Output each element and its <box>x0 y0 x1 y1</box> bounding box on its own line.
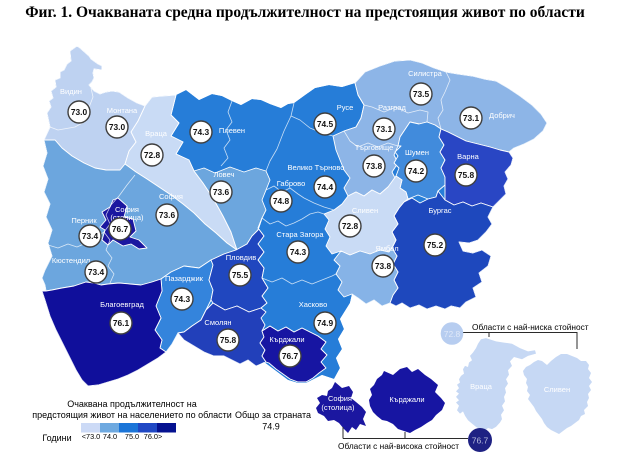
svg-text:73.4: 73.4 <box>82 231 99 241</box>
svg-text:75.5: 75.5 <box>232 270 249 280</box>
svg-text:75.0: 75.0 <box>125 432 139 441</box>
svg-text:<73.0: <73.0 <box>82 432 100 441</box>
svg-text:Търговище: Търговище <box>355 143 394 152</box>
svg-text:75.2: 75.2 <box>427 240 444 250</box>
svg-text:Видин: Видин <box>60 87 82 96</box>
svg-text:Монтана: Монтана <box>107 106 138 115</box>
svg-text:73.1: 73.1 <box>463 113 480 123</box>
svg-text:73.1: 73.1 <box>376 124 393 134</box>
svg-text:72.8: 72.8 <box>144 150 161 160</box>
svg-text:Кюстендил: Кюстендил <box>52 256 90 265</box>
svg-text:Варна: Варна <box>457 152 479 161</box>
svg-text:Враца: Враца <box>470 382 493 391</box>
svg-text:74.3: 74.3 <box>290 247 307 257</box>
svg-text:Ловеч: Ловеч <box>214 170 235 179</box>
svg-text:72.8: 72.8 <box>342 221 359 231</box>
svg-text:Велико Търново: Велико Търново <box>288 163 345 172</box>
svg-text:Области с най-висока стойност: Области с най-висока стойност <box>338 441 459 451</box>
svg-text:Смолян: Смолян <box>204 318 231 327</box>
svg-text:76.0>: 76.0> <box>144 432 162 441</box>
svg-text:Враца: Враца <box>145 129 168 138</box>
svg-text:Силистра: Силистра <box>408 69 443 78</box>
svg-text:Добрич: Добрич <box>489 111 515 120</box>
svg-text:Шумен: Шумен <box>405 148 429 157</box>
svg-text:Сливен: Сливен <box>352 206 378 215</box>
svg-text:(столица): (столица) <box>110 213 144 222</box>
svg-text:75.8: 75.8 <box>220 335 237 345</box>
svg-text:София: София <box>328 394 352 403</box>
svg-text:76.1: 76.1 <box>113 318 130 328</box>
svg-text:Стара Загора: Стара Загора <box>276 230 324 239</box>
svg-text:74.2: 74.2 <box>408 166 425 176</box>
svg-text:73.4: 73.4 <box>88 267 105 277</box>
svg-text:74.5: 74.5 <box>317 119 334 129</box>
svg-text:73.5: 73.5 <box>413 89 430 99</box>
svg-text:Благоевград: Благоевград <box>100 300 144 309</box>
svg-text:74.3: 74.3 <box>193 127 210 137</box>
svg-text:73.6: 73.6 <box>159 210 176 220</box>
svg-text:Кърджали: Кърджали <box>269 335 304 344</box>
svg-text:73.8: 73.8 <box>366 161 383 171</box>
svg-text:76.7: 76.7 <box>282 351 299 361</box>
svg-text:Кърджали: Кърджали <box>389 395 424 404</box>
svg-text:Пловдив: Пловдив <box>226 253 256 262</box>
svg-text:Плевен: Плевен <box>219 126 245 135</box>
svg-text:Общо за страната: Общо за страната <box>235 410 311 420</box>
svg-text:74.8: 74.8 <box>273 196 290 206</box>
svg-text:Хасково: Хасково <box>299 300 328 309</box>
svg-text:74.0: 74.0 <box>103 432 117 441</box>
svg-text:73.0: 73.0 <box>71 107 88 117</box>
svg-text:Очаквана продължителност на: Очаквана продължителност на <box>67 399 197 409</box>
svg-text:Пазарджик: Пазарджик <box>165 274 204 283</box>
svg-text:74.3: 74.3 <box>174 294 191 304</box>
svg-text:75.8: 75.8 <box>458 170 475 180</box>
svg-text:76.7: 76.7 <box>472 436 489 446</box>
svg-text:Години: Години <box>42 433 71 443</box>
svg-text:73.0: 73.0 <box>109 122 126 132</box>
svg-text:Русе: Русе <box>337 103 354 112</box>
svg-text:Разград: Разград <box>378 103 406 112</box>
svg-text:Сливен: Сливен <box>544 385 570 394</box>
svg-text:76.7: 76.7 <box>112 224 129 234</box>
svg-text:Перник: Перник <box>71 216 97 225</box>
svg-text:Ямбол: Ямбол <box>375 244 398 253</box>
svg-text:Области с най-ниска стойност: Области с най-ниска стойност <box>472 322 589 332</box>
svg-text:Бургас: Бургас <box>428 206 451 215</box>
svg-text:74.4: 74.4 <box>317 182 334 192</box>
svg-text:72.8: 72.8 <box>444 329 461 339</box>
svg-text:73.6: 73.6 <box>213 187 230 197</box>
svg-text:София: София <box>115 205 139 214</box>
svg-text:74.9: 74.9 <box>317 318 334 328</box>
svg-text:София: София <box>159 192 183 201</box>
svg-text:73.8: 73.8 <box>375 261 392 271</box>
svg-text:(столица): (столица) <box>321 403 355 412</box>
svg-text:74.9: 74.9 <box>262 422 280 432</box>
svg-text:предстоящия живот на население: предстоящия живот на населението по обла… <box>32 410 232 420</box>
svg-text:Габрово: Габрово <box>277 179 306 188</box>
